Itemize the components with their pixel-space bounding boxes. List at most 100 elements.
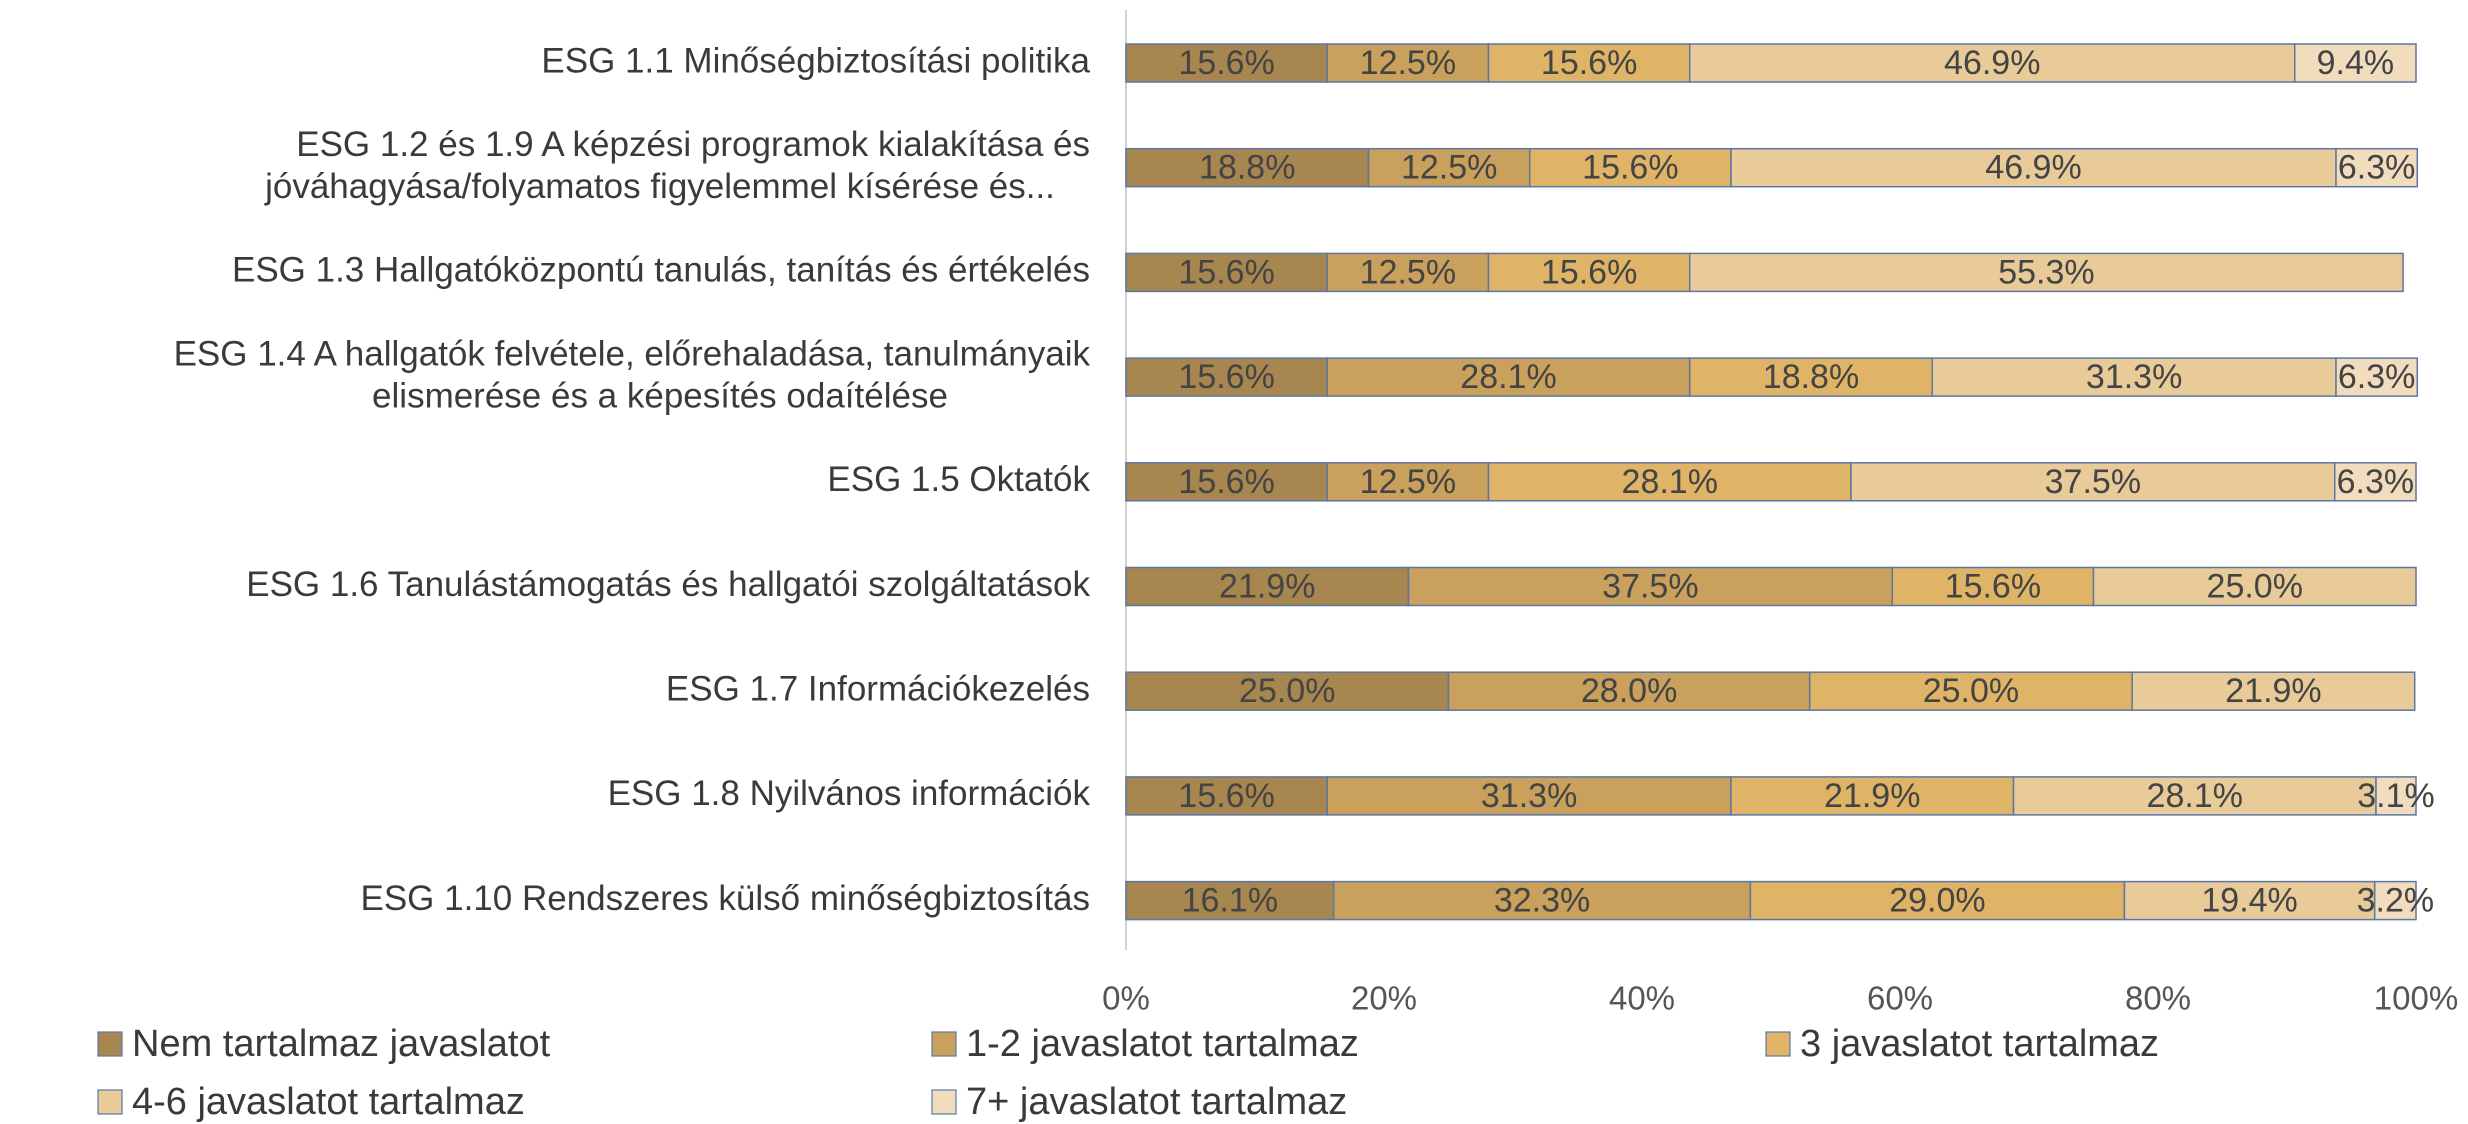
bar-segment [1326,357,1691,397]
bar-segment [2012,776,2377,816]
bar-segment [2131,671,2416,711]
data-label: 28.0% [1581,672,1677,710]
data-label: 12.5% [1401,149,1497,187]
category-label: jóváhagyása/folyamatos figyelemmel kísér… [264,167,1055,206]
data-label: 15.6% [1178,44,1274,82]
data-label: 21.9% [2225,672,2321,710]
bar-segment [1730,776,2015,816]
category-label: ESG 1.7 Információkezelés [666,669,1090,708]
legend-label: 4-6 javaslatot tartalmaz [132,1081,525,1123]
bar-segment [1688,252,2404,293]
data-label: 15.6% [1178,777,1274,815]
category-label: ESG 1.5 Oktatók [827,460,1090,499]
bar-segment [1808,671,2133,711]
legend-swatch [97,1089,123,1115]
bar-segment [1407,566,1894,607]
bar-segment [2092,566,2417,607]
data-label: 19.4% [2201,882,2297,920]
bar-segment [1125,776,1328,816]
bar-segment [2333,462,2417,502]
category-label: ESG 1.3 Hallgatóközpontú tanulás, tanítá… [232,251,1090,290]
data-label: 3.1% [2357,777,2435,815]
bar-segment [2293,43,2417,83]
x-tick-label: 20% [1351,980,1417,1017]
data-label: 37.5% [1602,567,1698,605]
data-label: 18.8% [1199,149,1295,187]
x-tick-label: 0% [1102,980,1150,1017]
bar-segment [1487,43,1691,83]
bar-segment [2373,880,2417,921]
data-label: 25.0% [2207,567,2303,605]
bar-segment [1125,147,1370,188]
bar-segment [1125,880,1335,921]
bar-segment [1326,776,1732,816]
bar-segment [1850,462,2336,502]
data-label: 25.0% [1239,672,1335,710]
category-label: ESG 1.1 Minőségbiztosítási politika [541,41,1090,80]
data-label: 31.3% [2086,358,2182,396]
x-tick-label: 40% [1609,980,1675,1017]
bar-segment [1749,880,2126,921]
legend-swatch [931,1089,957,1115]
bar-segment [1125,462,1328,502]
data-label: 46.9% [1985,149,2081,187]
data-label: 15.6% [1582,149,1678,187]
data-label: 31.3% [1481,777,1577,815]
data-label: 15.6% [1541,44,1637,82]
data-label: 15.6% [1178,358,1274,396]
bar-segment [1326,462,1490,502]
bar-segment [1447,671,1811,711]
data-label: 37.5% [2045,463,2141,501]
data-label: 15.6% [1178,463,1274,501]
data-label: 21.9% [1219,567,1315,605]
data-label: 28.1% [2147,777,2243,815]
data-label: 15.6% [1178,253,1274,291]
data-label: 46.9% [1944,44,2040,82]
data-label: 6.3% [2338,358,2416,396]
legend-label: 7+ javaslatot tartalmaz [966,1081,1347,1123]
bar-segment [1730,147,2337,188]
bar-segment [2335,357,2419,397]
data-label: 29.0% [1889,882,1985,920]
data-label: 12.5% [1360,463,1456,501]
data-label: 15.6% [1541,253,1637,291]
data-label: 55.3% [1998,253,2094,291]
bar-segment [1688,357,1933,397]
legend-label: Nem tartalmaz javaslatot [132,1023,551,1065]
data-label: 16.1% [1182,882,1278,920]
category-label: elismerése és a képesítés odaítélése [372,376,948,415]
x-tick-label: 100% [2374,980,2458,1017]
legend-swatch [97,1031,123,1057]
data-label: 18.8% [1763,358,1859,396]
bar-segment [2375,776,2417,816]
data-label: 32.3% [1494,882,1590,920]
bar-segment [1125,357,1328,397]
data-label: 12.5% [1360,253,1456,291]
legend-label: 1-2 javaslatot tartalmaz [966,1023,1359,1065]
category-label: ESG 1.4 A hallgatók felvétele, előrehala… [174,334,1091,373]
legend-label: 3 javaslatot tartalmaz [1800,1023,2159,1065]
data-label: 6.3% [2338,149,2416,187]
data-label: 15.6% [1945,567,2041,605]
legend-swatch [931,1031,957,1057]
data-label: 12.5% [1360,44,1456,82]
category-label: ESG 1.10 Rendszeres külső minőségbiztosí… [360,879,1090,918]
bar-segment [1891,566,2095,607]
x-tick-label: 80% [2125,980,2191,1017]
bar-segment [1125,671,1450,711]
bar-segment [1326,43,1490,83]
category-label: ESG 1.6 Tanulástámogatás és hallgatói sz… [246,565,1090,604]
bar-segment [1931,357,2337,397]
bar-segment [1487,252,1691,293]
data-label: 28.1% [1460,358,1556,396]
data-label: 9.4% [2317,44,2395,82]
legend-swatch [1765,1031,1791,1057]
bar-segment [2335,147,2419,188]
category-label: ESG 1.2 és 1.9 A képzési programok kiala… [296,125,1090,164]
x-tick-label: 60% [1867,980,1933,1017]
data-label: 21.9% [1824,777,1920,815]
bar-segment [1125,252,1328,293]
data-label: 6.3% [2337,463,2415,501]
category-label: ESG 1.8 Nyilvános információk [608,774,1091,813]
